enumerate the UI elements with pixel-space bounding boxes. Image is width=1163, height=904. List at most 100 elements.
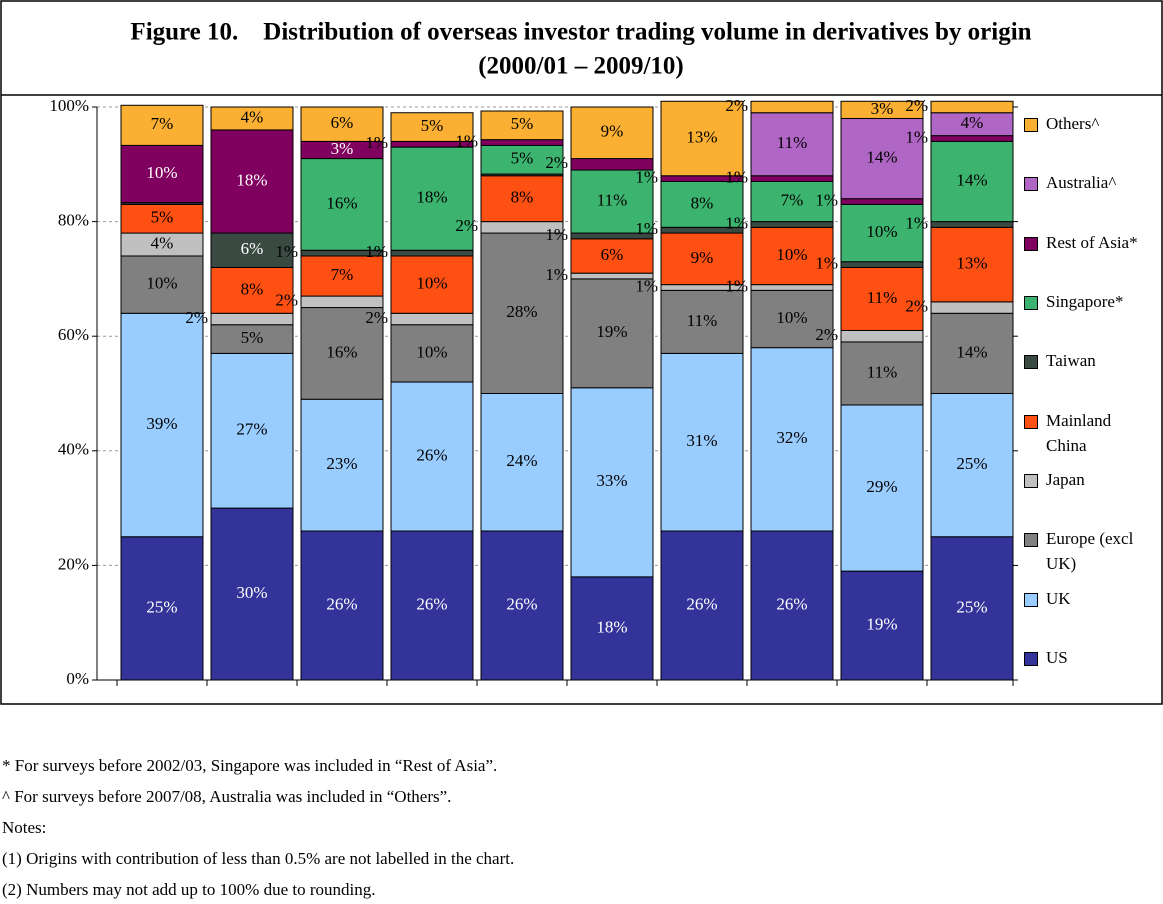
data-label: 1% — [725, 168, 748, 187]
chart-subtitle: (2000/01 – 2009/10) — [478, 53, 684, 80]
data-label: 19% — [866, 614, 897, 633]
legend-label: Mainland China — [1046, 410, 1112, 455]
legend-item: Japan — [1024, 470, 1141, 492]
data-label: 1% — [725, 276, 748, 295]
legend-label: Australia^ — [1046, 173, 1117, 193]
legend-swatch — [1024, 652, 1038, 666]
data-label: 2% — [905, 296, 928, 315]
data-label: 16% — [326, 342, 357, 361]
bar-segment — [120, 203, 204, 234]
note: Notes: — [2, 818, 47, 837]
legend-swatch — [1024, 414, 1038, 429]
note: (1) Origins with contribution of less th… — [2, 849, 515, 868]
data-label: 1% — [815, 253, 838, 272]
bar-segment — [480, 393, 564, 532]
bar-segment — [390, 112, 474, 142]
data-label: 7% — [781, 190, 804, 209]
data-label: 18% — [416, 188, 447, 207]
data-label: 1% — [455, 131, 478, 150]
bar-segment — [750, 221, 834, 228]
data-label: 5% — [151, 208, 174, 227]
data-label: 5% — [421, 116, 444, 135]
data-label: 10% — [416, 274, 447, 293]
data-label: 2% — [455, 216, 478, 235]
bar-segment — [210, 324, 294, 354]
data-label: 32% — [776, 428, 807, 447]
data-label: 18% — [236, 170, 267, 189]
data-label: 4% — [241, 107, 264, 126]
bar-segment — [840, 329, 924, 343]
bar-segment — [840, 100, 924, 119]
bar-segment — [750, 100, 834, 114]
data-label: 11% — [777, 133, 808, 152]
bar-segment — [120, 144, 204, 204]
bar-segment — [660, 180, 744, 228]
bar-segment — [570, 106, 654, 160]
legend-label: UK — [1046, 588, 1071, 608]
notes: * For surveys before 2002/03, Singapore … — [2, 750, 514, 904]
bar-segment — [570, 169, 654, 234]
bar-segment — [120, 312, 204, 538]
legend-swatch — [1024, 236, 1038, 251]
bar-segment — [840, 404, 924, 572]
data-label: 29% — [866, 477, 897, 496]
bar-segment — [210, 106, 294, 131]
data-label: 2% — [905, 96, 928, 115]
data-label: 26% — [416, 445, 447, 464]
data-label: 6% — [601, 245, 624, 264]
legend-item: Others^ — [1024, 114, 1141, 136]
bar-segment — [930, 393, 1014, 538]
bar-segment — [930, 536, 1014, 681]
data-label: 26% — [416, 594, 447, 613]
data-label: 11% — [687, 311, 718, 330]
bar-segment — [300, 307, 384, 400]
data-label: 24% — [506, 451, 537, 470]
bar-segment — [840, 266, 924, 331]
data-label: 1% — [635, 219, 658, 238]
note: ^ For surveys before 2007/08, Australia … — [2, 787, 452, 806]
data-label: 25% — [146, 597, 177, 616]
bar-segment — [210, 232, 294, 268]
bar-segment — [480, 175, 564, 223]
bar-segment — [210, 352, 294, 509]
data-label: 30% — [236, 583, 267, 602]
bar-segment — [930, 312, 1014, 394]
data-label: 9% — [691, 248, 714, 267]
bar-segment — [840, 198, 924, 205]
data-label: 10% — [146, 163, 177, 182]
data-label: 7% — [331, 265, 354, 284]
bar-segment — [390, 255, 474, 314]
data-label: 16% — [326, 193, 357, 212]
bar-segment — [210, 507, 294, 681]
bar-segment — [390, 324, 474, 383]
data-label: 14% — [866, 147, 897, 166]
data-label: 4% — [151, 233, 174, 252]
bar-segment — [750, 226, 834, 286]
bar-segment — [570, 576, 654, 681]
data-label: 1% — [725, 213, 748, 232]
bar-segment — [750, 530, 834, 681]
data-label: 19% — [596, 322, 627, 341]
bar-segment — [840, 203, 924, 263]
bar-segment — [840, 117, 924, 200]
legend-label: Singapore* — [1046, 292, 1124, 311]
legend-label: Japan — [1046, 470, 1085, 489]
data-label: 6% — [331, 113, 354, 132]
data-label: 26% — [506, 594, 537, 613]
bar-segment — [660, 289, 744, 354]
bar-segment — [480, 530, 564, 681]
bar-segment — [390, 381, 474, 532]
legend-item: Europe (excl UK) — [1024, 529, 1141, 576]
bar-segment — [300, 398, 384, 532]
bar-segment — [210, 129, 294, 234]
bar-segment — [660, 232, 744, 286]
legend-item: Singapore* — [1024, 292, 1141, 314]
legend-swatch — [1024, 296, 1038, 310]
data-label: 13% — [956, 253, 987, 272]
data-label: 7% — [151, 114, 174, 133]
bar-segment — [300, 158, 384, 251]
legend-label: Rest of Asia* — [1046, 232, 1138, 252]
bar-segment — [300, 295, 384, 309]
data-label: 3% — [331, 139, 354, 158]
data-label: 1% — [905, 127, 928, 146]
